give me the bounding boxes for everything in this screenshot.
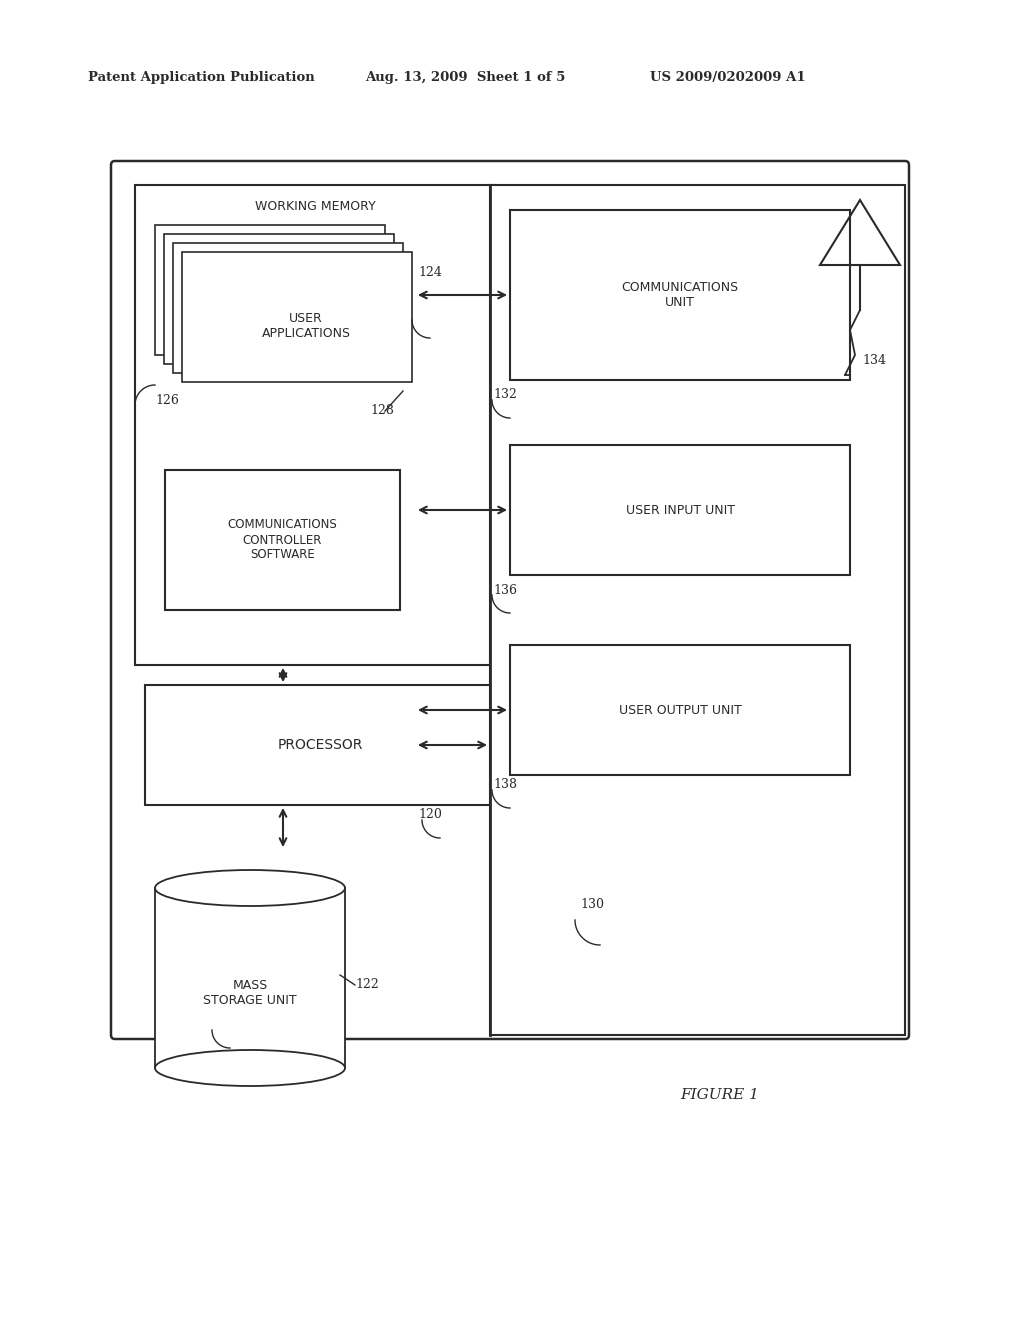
Text: 126: 126	[155, 393, 179, 407]
Text: USER INPUT UNIT: USER INPUT UNIT	[626, 503, 734, 516]
Text: 132: 132	[493, 388, 517, 401]
Text: 128: 128	[370, 404, 394, 417]
Text: 124: 124	[418, 265, 442, 279]
FancyBboxPatch shape	[111, 161, 909, 1039]
Text: 122: 122	[355, 978, 379, 991]
Text: FIGURE 1: FIGURE 1	[681, 1088, 760, 1102]
Text: 130: 130	[580, 899, 604, 912]
Bar	[145, 685, 495, 805]
Ellipse shape	[155, 870, 345, 906]
Text: MASS
STORAGE UNIT: MASS STORAGE UNIT	[203, 979, 297, 1007]
Bar	[155, 224, 385, 355]
Text: Aug. 13, 2009  Sheet 1 of 5: Aug. 13, 2009 Sheet 1 of 5	[365, 71, 565, 84]
Text: USER OUTPUT UNIT: USER OUTPUT UNIT	[618, 704, 741, 717]
Text: 100: 100	[297, 1063, 324, 1076]
Bar	[510, 645, 850, 775]
Text: 138: 138	[493, 779, 517, 792]
Text: 120: 120	[418, 808, 442, 821]
Bar	[510, 210, 850, 380]
Text: COMMUNICATIONS
CONTROLLER
SOFTWARE: COMMUNICATIONS CONTROLLER SOFTWARE	[227, 519, 337, 561]
Bar	[155, 888, 345, 1068]
Text: Patent Application Publication: Patent Application Publication	[88, 71, 314, 84]
Bar	[173, 243, 403, 374]
Text: WORKING MEMORY: WORKING MEMORY	[255, 201, 376, 214]
Text: 134: 134	[862, 354, 886, 367]
Ellipse shape	[155, 1049, 345, 1086]
Bar	[165, 470, 400, 610]
Bar	[182, 252, 412, 381]
Text: US 2009/0202009 A1: US 2009/0202009 A1	[650, 71, 806, 84]
Text: USER
APPLICATIONS: USER APPLICATIONS	[261, 312, 350, 341]
Bar	[490, 185, 905, 1035]
Bar	[510, 445, 850, 576]
Bar	[164, 234, 394, 364]
Bar	[135, 185, 495, 665]
Text: COMMUNICATIONS
UNIT: COMMUNICATIONS UNIT	[622, 281, 738, 309]
Text: PROCESSOR: PROCESSOR	[278, 738, 362, 752]
Text: 136: 136	[493, 583, 517, 597]
